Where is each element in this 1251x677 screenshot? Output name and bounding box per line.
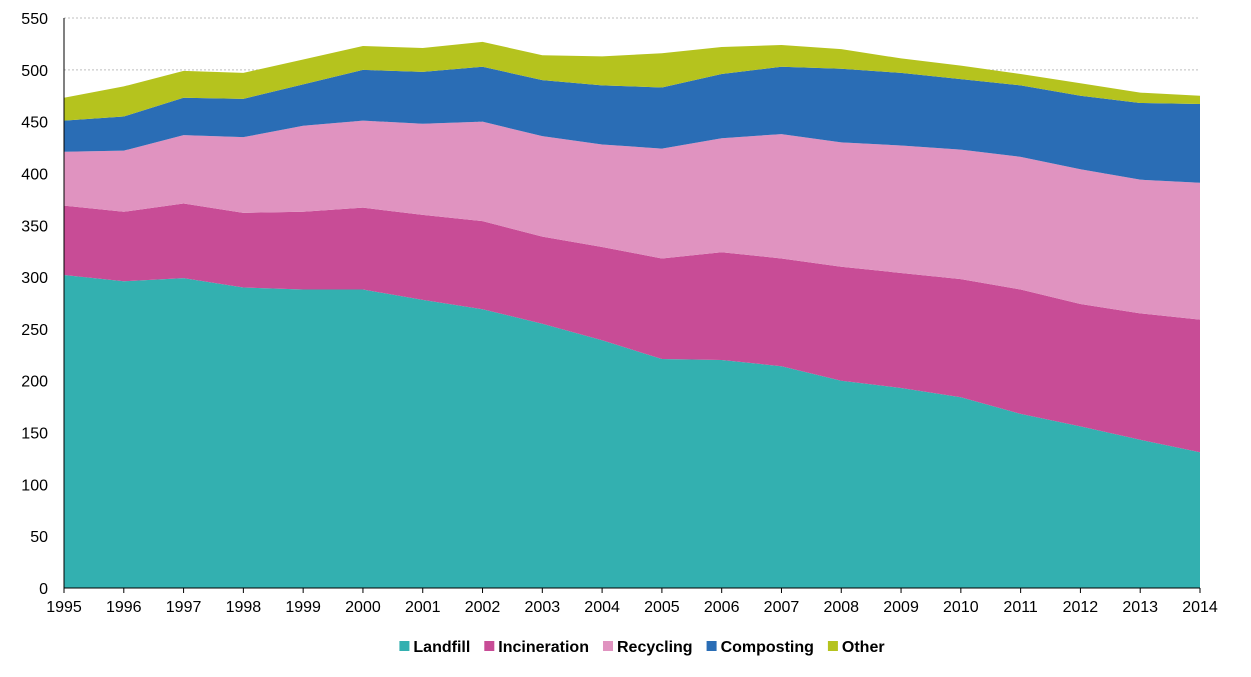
legend-label: Incineration	[498, 639, 589, 656]
y-tick-label: 0	[39, 581, 48, 598]
legend-item-recycling: Recycling	[602, 639, 693, 656]
legend-label: Composting	[721, 639, 814, 656]
legend-label: Other	[842, 639, 885, 656]
area-series-recycling	[64, 120, 1200, 320]
legend-item-other: Other	[827, 639, 885, 656]
area-series-composting	[64, 66, 1200, 183]
y-tick-label: 200	[21, 374, 48, 391]
x-tick-label: 2008	[823, 599, 859, 616]
legend-item-incineration: Incineration	[484, 639, 589, 656]
x-tick-label: 2002	[465, 599, 501, 616]
y-tick-label: 300	[21, 270, 48, 287]
x-tick-label: 2009	[883, 599, 919, 616]
legend-swatch	[827, 641, 838, 651]
area-series-landfill	[64, 275, 1200, 588]
legend: Landfill Incineration Recycling Composting O…	[399, 639, 885, 656]
axes: 0 50 100 150 200 250 300 350 400 450 500 550 1995 199…	[21, 11, 1218, 616]
legend-item-composting: Composting	[706, 639, 814, 656]
legend-label: Recycling	[617, 639, 693, 656]
y-tick-label: 550	[21, 11, 48, 28]
legend-label: Landfill	[413, 639, 470, 656]
legend-swatch	[399, 641, 410, 651]
legend-swatch	[484, 641, 495, 651]
x-tick-label: 1997	[166, 599, 202, 616]
x-tick-label: 2003	[525, 599, 561, 616]
y-tick-label: 350	[21, 218, 48, 235]
x-tick-label: 2013	[1122, 599, 1158, 616]
y-tick-label: 150	[21, 426, 48, 443]
x-tick-label: 2000	[345, 599, 381, 616]
area-series-other	[64, 41, 1200, 121]
y-tick-label: 50	[30, 529, 48, 546]
y-tick-label: 500	[21, 63, 48, 80]
x-tick-label: 1995	[46, 599, 82, 616]
x-tick-label: 1996	[106, 599, 142, 616]
x-tick-label: 2014	[1182, 599, 1218, 616]
legend-swatch	[706, 641, 717, 651]
x-tick-label: 1998	[226, 599, 262, 616]
legend-item-landfill: Landfill	[399, 639, 470, 656]
y-tick-label: 400	[21, 166, 48, 183]
x-tick-label: 2011	[1003, 599, 1038, 616]
x-tick-label: 2005	[644, 599, 680, 616]
area-series-incineration	[64, 203, 1200, 453]
area-series-group	[64, 41, 1200, 588]
x-tick-label: 2010	[943, 599, 979, 616]
y-tick-label: 100	[21, 477, 48, 494]
x-tick-label: 2007	[764, 599, 800, 616]
y-tick-label: 250	[21, 322, 48, 339]
x-tick-label: 2004	[584, 599, 620, 616]
x-tick-label: 1999	[285, 599, 321, 616]
x-tick-label: 2001	[405, 599, 441, 616]
x-tick-label: 2012	[1063, 599, 1099, 616]
x-tick-label: 2006	[704, 599, 740, 616]
legend-swatch	[602, 641, 613, 651]
y-tick-label: 450	[21, 115, 48, 132]
